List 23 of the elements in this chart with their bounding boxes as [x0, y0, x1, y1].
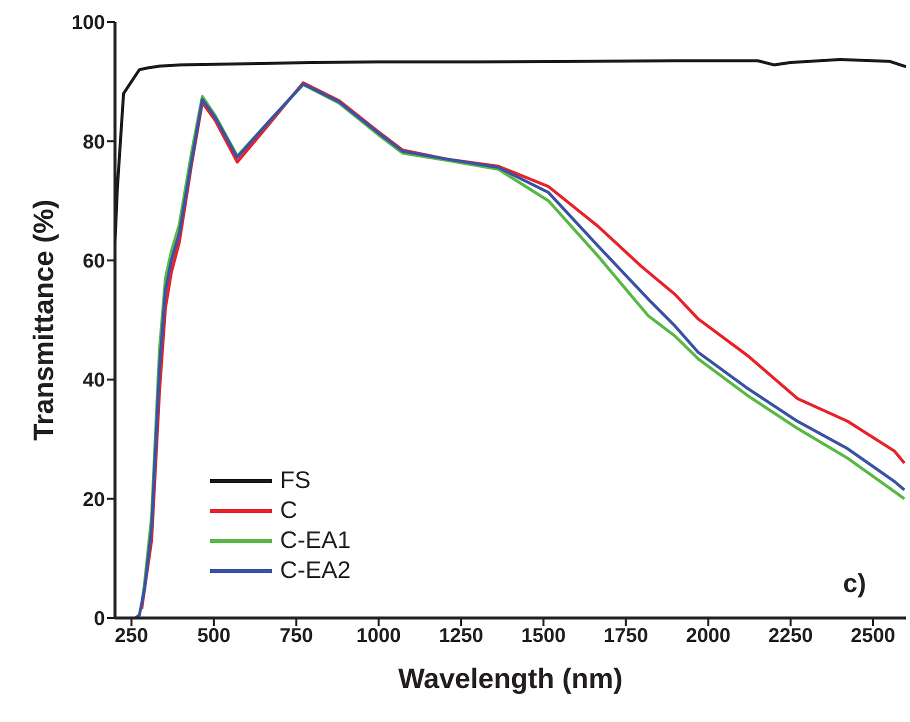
y-tick-label: 60: [82, 250, 105, 272]
x-tick-label: 750: [280, 625, 313, 648]
annotation: c): [843, 568, 866, 599]
legend-label: C-EA2: [280, 557, 351, 585]
x-tick-label: 1250: [438, 625, 484, 648]
x-tick-label: 2000: [686, 625, 730, 648]
x-tick-label: 500: [197, 625, 231, 648]
y-tick-label: 20: [82, 488, 105, 511]
x-tick-label: 250: [114, 625, 148, 648]
x-axis-title: Wavelength (nm): [398, 663, 623, 694]
y-tick-label: 0: [94, 608, 105, 630]
y-axis-title: Transmittance (%): [28, 199, 59, 441]
legend-label: C: [280, 497, 298, 525]
legend-label: C-EA1: [280, 527, 351, 555]
x-tick-label: 1750: [604, 625, 648, 648]
y-tick-label: 100: [72, 12, 105, 34]
x-tick-label: 2250: [768, 625, 813, 648]
x-tick-label: 2500: [850, 625, 896, 648]
x-tick-label: 1000: [356, 625, 401, 648]
y-tick-label: 80: [82, 131, 105, 154]
legend-label: FS: [280, 467, 311, 495]
y-tick-label: 40: [82, 370, 105, 392]
x-tick-label: 1500: [521, 625, 566, 648]
